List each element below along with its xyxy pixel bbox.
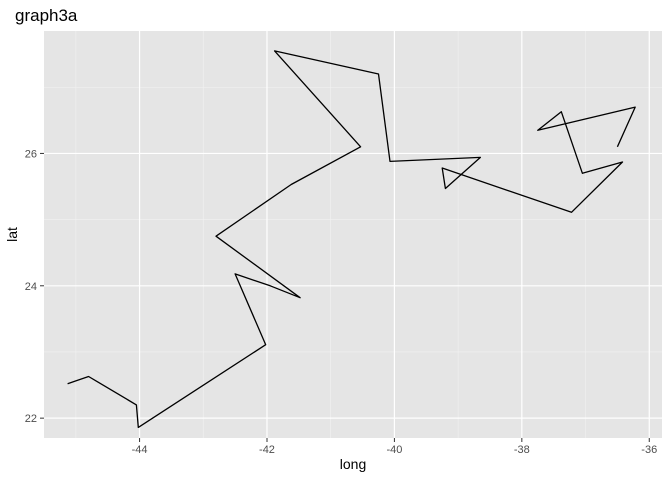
x-tick-label: -38: [514, 444, 530, 456]
y-axis-title: lat: [4, 227, 20, 242]
series-line: [67, 50, 636, 429]
x-tick-label: -40: [386, 444, 402, 456]
x-tick-label: -42: [259, 444, 275, 456]
x-axis-title: long: [340, 456, 366, 472]
y-tick-label: 26: [25, 148, 37, 160]
plot-panel: [44, 31, 662, 438]
x-tick-label: -36: [641, 444, 657, 456]
y-tick-label: 24: [25, 281, 37, 293]
y-tick-label: 22: [25, 413, 37, 425]
chart-title: graph3a: [15, 6, 78, 25]
x-tick-label: -44: [132, 444, 148, 456]
